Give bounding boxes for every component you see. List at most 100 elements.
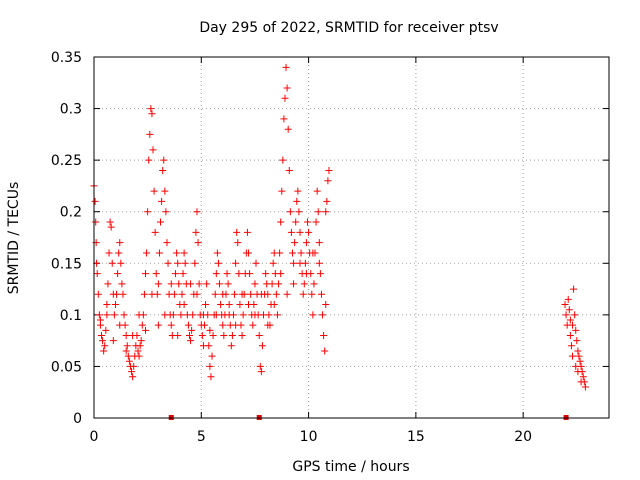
- data-point: [111, 301, 119, 309]
- data-point: [100, 347, 108, 355]
- data-point: [310, 280, 318, 288]
- data-point: [122, 331, 130, 339]
- data-point: [94, 290, 102, 298]
- y-tick-label: 0.3: [60, 102, 82, 118]
- data-point: [231, 290, 239, 298]
- data-point: [129, 331, 137, 339]
- chart-title: Day 295 of 2022, SRMTID for receiver pts…: [199, 20, 498, 36]
- data-point: [180, 249, 188, 257]
- data-point: [180, 301, 188, 309]
- data-point: [225, 301, 233, 309]
- data-point: [161, 187, 169, 195]
- data-point: [108, 259, 116, 267]
- data-point: [277, 270, 285, 278]
- data-point: [565, 306, 573, 314]
- data-point: [228, 331, 236, 339]
- data-point: [571, 311, 579, 319]
- data-point: [160, 156, 168, 164]
- data-point: [154, 321, 162, 329]
- data-point: [178, 290, 186, 298]
- data-point: [116, 239, 124, 247]
- data-point: [577, 378, 585, 386]
- data-point: [295, 208, 303, 216]
- data-point: [312, 218, 320, 226]
- data-point: [581, 383, 589, 391]
- data-point: [207, 373, 215, 381]
- data-point: [189, 311, 197, 319]
- data-point: [143, 249, 151, 257]
- data-point: [201, 321, 209, 329]
- y-tick-label: 0: [73, 411, 82, 427]
- data-point: [283, 290, 291, 298]
- data-point: [290, 259, 298, 267]
- data-point: [304, 218, 312, 226]
- data-point: [293, 197, 301, 205]
- data-point: [264, 290, 272, 298]
- data-point: [175, 280, 183, 288]
- data-point: [123, 342, 131, 350]
- data-point: [120, 311, 128, 319]
- data-point: [574, 368, 582, 376]
- data-point: [251, 311, 259, 319]
- data-point: [124, 352, 132, 360]
- data-point: [122, 347, 130, 355]
- data-point: [219, 321, 227, 329]
- data-point: [136, 342, 144, 350]
- data-point: [322, 301, 330, 309]
- data-point: [292, 218, 300, 226]
- data-point: [566, 331, 574, 339]
- data-point: [206, 326, 214, 334]
- data-point: [275, 280, 283, 288]
- data-point: [92, 218, 100, 226]
- data-point: [273, 311, 281, 319]
- data-point: [246, 270, 254, 278]
- data-point: [167, 280, 175, 288]
- data-point: [96, 316, 104, 324]
- data-point: [564, 295, 572, 303]
- grid-lines: [94, 57, 609, 418]
- data-point: [561, 301, 569, 309]
- data-point: [290, 280, 298, 288]
- data-point: [291, 239, 299, 247]
- data-point: [302, 239, 310, 247]
- data-point: [235, 270, 243, 278]
- data-point: [251, 280, 259, 288]
- data-point: [278, 187, 286, 195]
- data-point: [146, 130, 154, 138]
- data-point: [181, 259, 189, 267]
- data-point: [116, 321, 124, 329]
- data-point: [172, 270, 180, 278]
- data-point: [144, 208, 152, 216]
- data-point: [174, 331, 182, 339]
- data-point: [188, 326, 196, 334]
- data-point: [113, 290, 121, 298]
- data-point: [572, 326, 580, 334]
- data-point: [174, 259, 182, 267]
- data-point: [309, 249, 317, 257]
- y-tick-label: 0.15: [51, 256, 82, 272]
- data-point: [234, 239, 242, 247]
- data-point: [161, 311, 169, 319]
- data-point: [208, 352, 216, 360]
- data-point: [573, 337, 581, 345]
- data-point: [209, 331, 217, 339]
- data-point: [195, 280, 203, 288]
- data-point: [212, 311, 220, 319]
- data-point: [299, 290, 307, 298]
- data-point: [305, 228, 313, 236]
- data-point: [309, 311, 317, 319]
- x-tick-label: 10: [300, 429, 318, 445]
- data-point: [114, 270, 122, 278]
- data-point: [313, 187, 321, 195]
- data-point: [232, 321, 240, 329]
- data-point: [135, 311, 143, 319]
- data-point: [323, 197, 331, 205]
- data-point: [302, 270, 310, 278]
- x-tick-label: 20: [514, 429, 532, 445]
- data-point: [579, 373, 587, 381]
- data-point: [149, 146, 157, 154]
- data-point: [569, 321, 577, 329]
- data-point: [134, 347, 142, 355]
- data-point: [224, 280, 232, 288]
